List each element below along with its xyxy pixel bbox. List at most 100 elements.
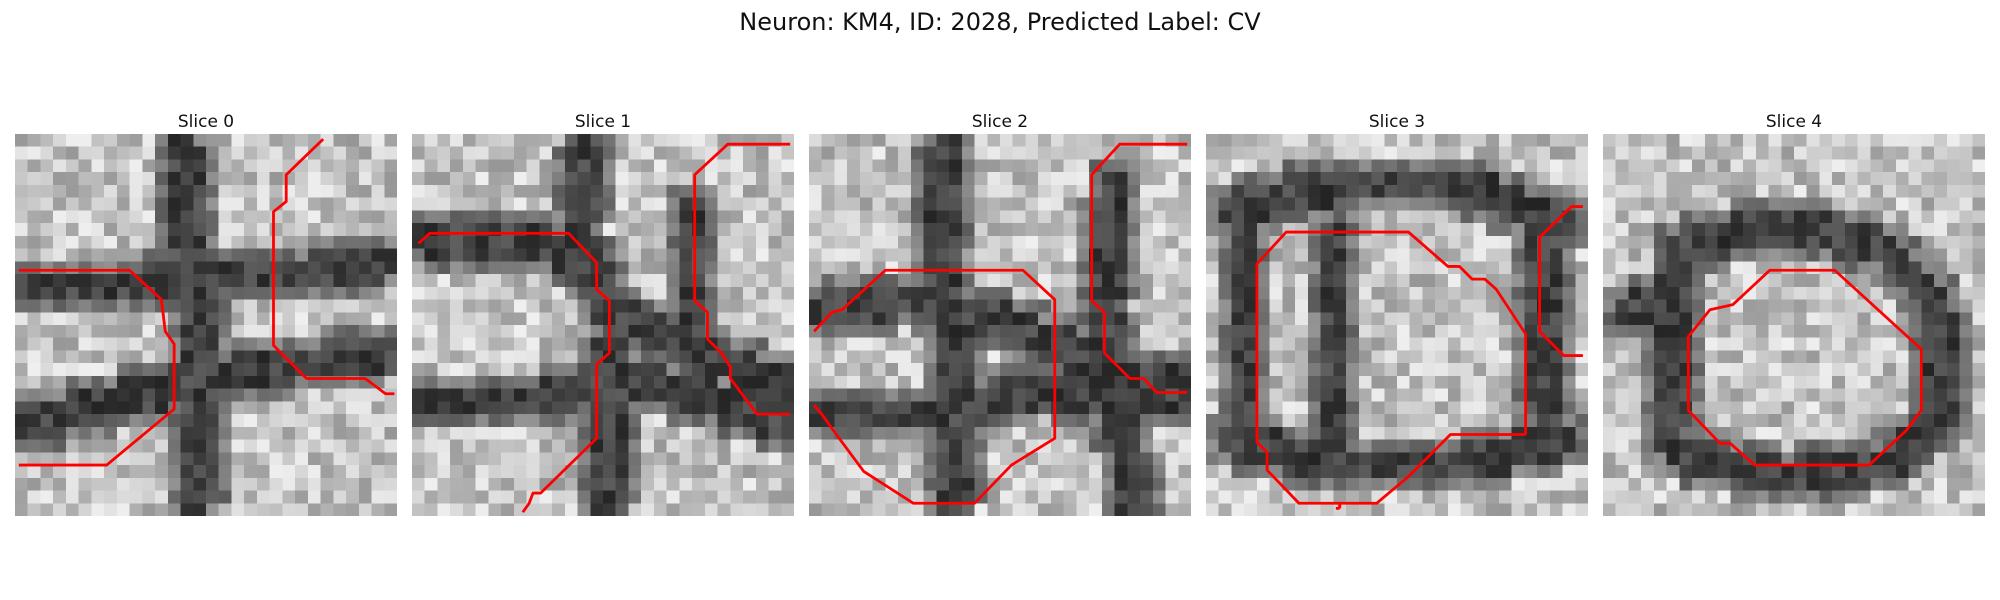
pixel-tile (142, 134, 156, 147)
pixel-tile (1692, 197, 1706, 211)
pixel-tile (936, 274, 950, 288)
pixel-tile (717, 299, 731, 313)
pixel-tile (768, 388, 782, 402)
pixel-tile (743, 184, 757, 198)
pixel-tile (1282, 286, 1296, 300)
pixel-tile (1653, 337, 1667, 351)
pixel-tile (116, 235, 130, 249)
pixel-tile (653, 363, 667, 377)
pixel-tile (1730, 312, 1744, 326)
pixel-tile (333, 363, 347, 377)
pixel-tile (526, 146, 540, 160)
pixel-tile (1537, 452, 1551, 466)
pixel-tile (1358, 337, 1372, 351)
pixel-tile (1346, 337, 1360, 351)
pixel-tile (1384, 426, 1398, 440)
pixel-tile (1575, 375, 1588, 389)
pixel-tile (1781, 184, 1795, 198)
pixel-tile (1038, 261, 1052, 275)
pixel-tile (193, 248, 207, 262)
pixel-tile (1628, 223, 1642, 237)
pixel-tile (809, 248, 822, 262)
pixel-tile (1000, 439, 1013, 453)
pixel-tile (1755, 363, 1769, 377)
pixel-tile (666, 184, 680, 198)
pixel-tile (615, 299, 629, 313)
pixel-tile (269, 350, 283, 364)
pixel-tile (513, 350, 527, 364)
pixel-tile (1256, 184, 1270, 198)
pixel-tile (1486, 414, 1500, 428)
pixel-tile (412, 299, 425, 313)
pixel-tile (1562, 426, 1576, 440)
pixel-tile (65, 401, 79, 415)
pixel-tile (320, 197, 334, 211)
pixel-tile (180, 363, 194, 377)
pixel-tile (1679, 388, 1693, 402)
pixel-tile (1781, 490, 1795, 504)
pixel-tile (1921, 375, 1935, 389)
pixel-tile (577, 388, 591, 402)
pixel-tile (1653, 350, 1667, 364)
pixel-tile (1063, 146, 1077, 160)
pixel-tile (628, 223, 642, 237)
pixel-tile (437, 325, 451, 338)
pixel-tile (1921, 274, 1935, 288)
pixel-tile (743, 401, 757, 415)
pixel-tile (961, 490, 975, 504)
pixel-tile (15, 388, 28, 402)
pixel-tile (1870, 465, 1884, 479)
pixel-tile (1498, 274, 1512, 288)
pixel-tile (1641, 159, 1655, 173)
pixel-tile (475, 363, 489, 377)
pixel-tile (1857, 363, 1871, 377)
pixel-tile (1358, 197, 1372, 211)
pixel-tile (346, 465, 360, 479)
pixel-tile (1346, 299, 1360, 313)
pixel-tile (1819, 337, 1833, 351)
pixel-tile (462, 477, 476, 491)
pixel-tile (1653, 223, 1667, 237)
pixel-tile (1397, 223, 1410, 237)
pixel-tile (104, 477, 118, 491)
pixel-tile (704, 490, 718, 504)
pixel-tile (898, 414, 912, 428)
pixel-tile (1524, 426, 1538, 440)
pixel-tile (1333, 337, 1347, 351)
pixel-tile (218, 325, 232, 338)
pixel-tile (987, 363, 1001, 377)
pixel-tile (488, 274, 502, 288)
pixel-tile (1575, 146, 1588, 160)
pixel-tile (104, 363, 118, 377)
pixel-tile (1819, 477, 1833, 491)
pixel-tile (1447, 465, 1461, 479)
pixel-tile (1575, 210, 1588, 224)
pixel-tile (1114, 261, 1128, 275)
pixel-tile (1473, 146, 1487, 160)
pixel-tile (513, 299, 527, 313)
pixel-tile (1959, 299, 1973, 313)
pixel-tile (577, 503, 591, 516)
pixel-tile (628, 477, 642, 491)
pixel-tile (552, 146, 566, 160)
pixel-tile (987, 401, 1001, 415)
pixel-tile (27, 172, 41, 186)
pixel-tile (666, 503, 680, 516)
pixel-tile (488, 184, 502, 198)
pixel-tile (1498, 325, 1512, 338)
pixel-tile (1409, 299, 1423, 313)
pixel-tile (15, 235, 28, 249)
pixel-tile (1384, 274, 1398, 288)
pixel-tile (1511, 159, 1525, 173)
pixel-tile (1549, 235, 1563, 249)
pixel-tile (1511, 477, 1525, 491)
pixel-tile (1857, 261, 1871, 275)
pixel-tile (488, 159, 502, 173)
pixel-tile (1152, 490, 1166, 504)
pixel-tile (1832, 235, 1846, 249)
pixel-tile (1743, 261, 1757, 275)
pixel-tile (1358, 439, 1372, 453)
pixel-tile (1333, 146, 1347, 160)
pixel-tile (1346, 375, 1360, 389)
pixel-tile (1409, 223, 1423, 237)
